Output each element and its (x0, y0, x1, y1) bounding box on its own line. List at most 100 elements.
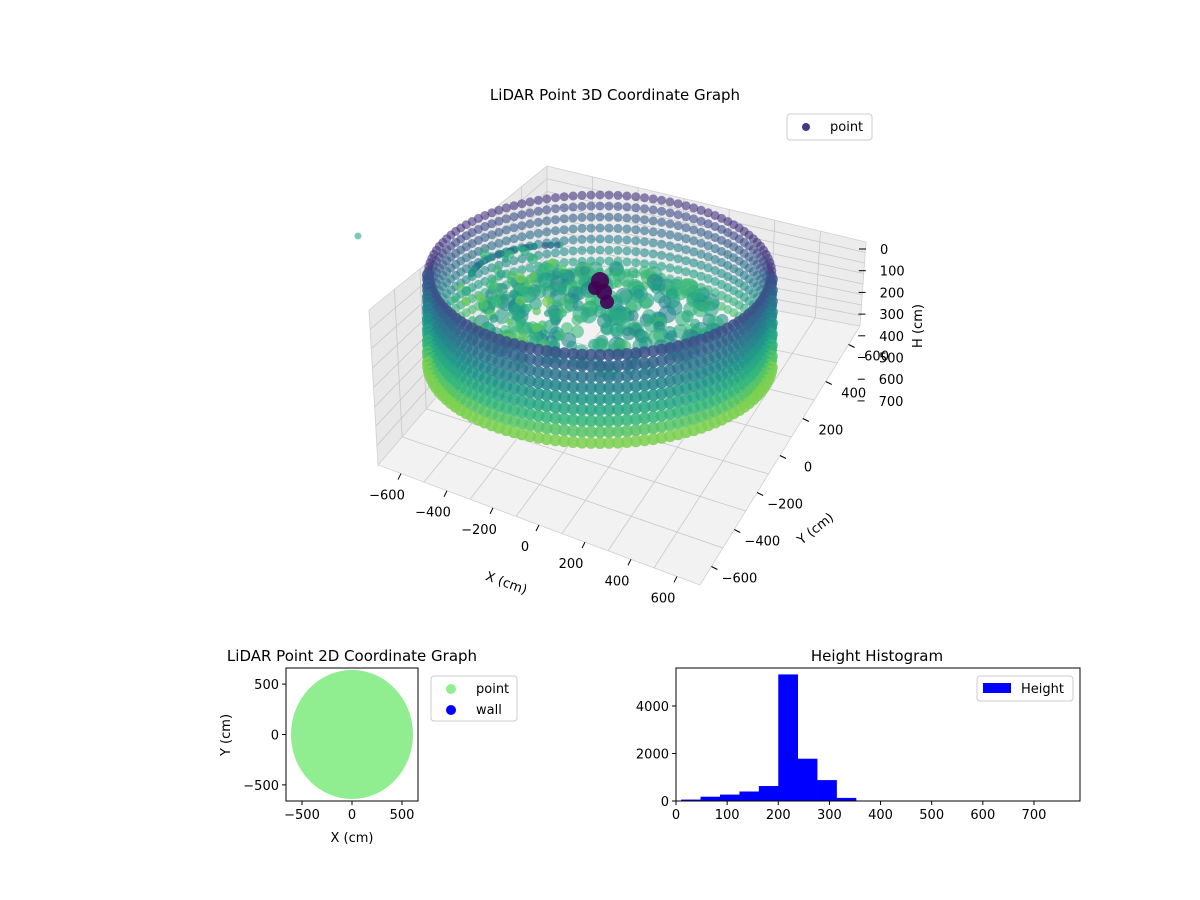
y-tick-label-hist: 0 (661, 795, 669, 810)
point-3d (657, 228, 667, 238)
point-3d (673, 254, 683, 264)
point-3d (612, 348, 624, 361)
point-3d (638, 346, 651, 359)
point-3d (567, 436, 580, 448)
point-3d (525, 197, 535, 207)
z-tick-label-3d: 200 (880, 286, 905, 301)
legend-hist-swatch (983, 683, 1011, 693)
point-3d (559, 225, 569, 235)
point-3d (638, 434, 651, 447)
y-tick-3d (848, 344, 855, 348)
point-3d (665, 263, 675, 273)
point-3d (612, 403, 624, 416)
point-3d (638, 357, 651, 370)
point-3d (689, 214, 699, 224)
point-3d (558, 391, 571, 404)
point-3d (558, 435, 571, 448)
point-3d (640, 204, 649, 214)
point-3d (673, 243, 683, 253)
point-3d (613, 234, 623, 244)
point-3d (558, 369, 571, 382)
scatter2d-ylabel: Y (cm) (219, 714, 234, 757)
point-3d (586, 234, 596, 244)
point-3d (567, 348, 580, 360)
legend-hist-label: Height (1021, 682, 1064, 697)
point-3d (603, 436, 615, 449)
point-3d (657, 217, 667, 227)
point-3d-outlier (354, 232, 362, 240)
point-3d (603, 392, 615, 405)
point-3d (542, 227, 552, 237)
x-tick-label-2d: −500 (284, 808, 320, 823)
y-tick-label-3d: 400 (841, 387, 866, 402)
point-3d (631, 203, 641, 213)
point-3d (638, 401, 651, 414)
point-3d (640, 248, 649, 258)
point-3d (604, 245, 614, 255)
point-3d (571, 325, 584, 338)
point-3d (576, 414, 588, 427)
z-tick-label-3d: 400 (879, 330, 904, 345)
point-3d (594, 404, 606, 416)
x-tick-label-hist: 100 (715, 808, 740, 823)
z-tick-label-3d: 100 (880, 265, 905, 280)
legend-2d-wall-marker (446, 705, 456, 715)
histogram-bar (739, 791, 760, 801)
x-tick-label-3d: 400 (605, 574, 630, 589)
y-tick-label-3d: −200 (767, 498, 803, 513)
point-3d (576, 425, 588, 438)
point-3d (648, 194, 658, 204)
point-3d (673, 265, 683, 275)
y-tick-label-2d: 500 (254, 678, 279, 693)
point-3d (576, 436, 588, 449)
point-3d (612, 425, 624, 438)
point-3d (612, 370, 624, 383)
y-tick-label-3d: 600 (864, 350, 889, 365)
point-3d (567, 359, 580, 371)
point-3d (622, 235, 632, 245)
point-3d (631, 247, 641, 257)
point-3d (622, 213, 632, 223)
legend-2d-point-marker (446, 684, 456, 694)
point-3d (559, 192, 569, 202)
point-3d (681, 212, 691, 222)
histogram-title: Height Histogram (811, 647, 943, 665)
point-3d (620, 403, 633, 415)
point-3d (525, 230, 535, 240)
point-3d (629, 369, 642, 382)
ticks-3d: −600 −400 −200 0 200 400 600 −600 −400 −200 0 200 40… (369, 243, 904, 606)
point-3d (611, 326, 624, 339)
x-tick-label-hist: 600 (970, 808, 995, 823)
z-tick-label-3d: 600 (879, 373, 904, 388)
point-3d (585, 414, 597, 427)
point-3d (533, 195, 543, 205)
point-3d (571, 314, 583, 326)
point-3d (558, 413, 571, 426)
point-3d (703, 230, 713, 240)
point-3d (696, 260, 706, 270)
point-3d (631, 258, 641, 268)
point-3d (585, 436, 597, 449)
y-tick-label-3d: −400 (744, 535, 780, 550)
point-2d-cloud (291, 669, 413, 800)
point-3d (525, 263, 535, 273)
histogram-bar (778, 674, 799, 801)
point-3d (558, 308, 567, 318)
histogram-bar (719, 794, 740, 801)
x-tick-3d (627, 559, 632, 566)
y-axis-label-3d: Y (cm) (794, 510, 837, 548)
point-3d (501, 225, 511, 235)
point-3d (577, 201, 587, 211)
point-3d (576, 370, 588, 383)
point-3d (595, 201, 605, 211)
point-3d (549, 346, 562, 359)
point-3d (558, 402, 571, 415)
histogram-ticks: 0 100 200 300 400 500 600 700 0 2000 4000 (636, 700, 1046, 823)
histogram-bar (797, 758, 818, 801)
point-3d (603, 381, 615, 394)
point-3d (689, 236, 699, 246)
point-3d (586, 212, 596, 222)
point-3d (681, 201, 691, 211)
legend-hist: Height (976, 675, 1074, 702)
point-3d (567, 425, 580, 437)
